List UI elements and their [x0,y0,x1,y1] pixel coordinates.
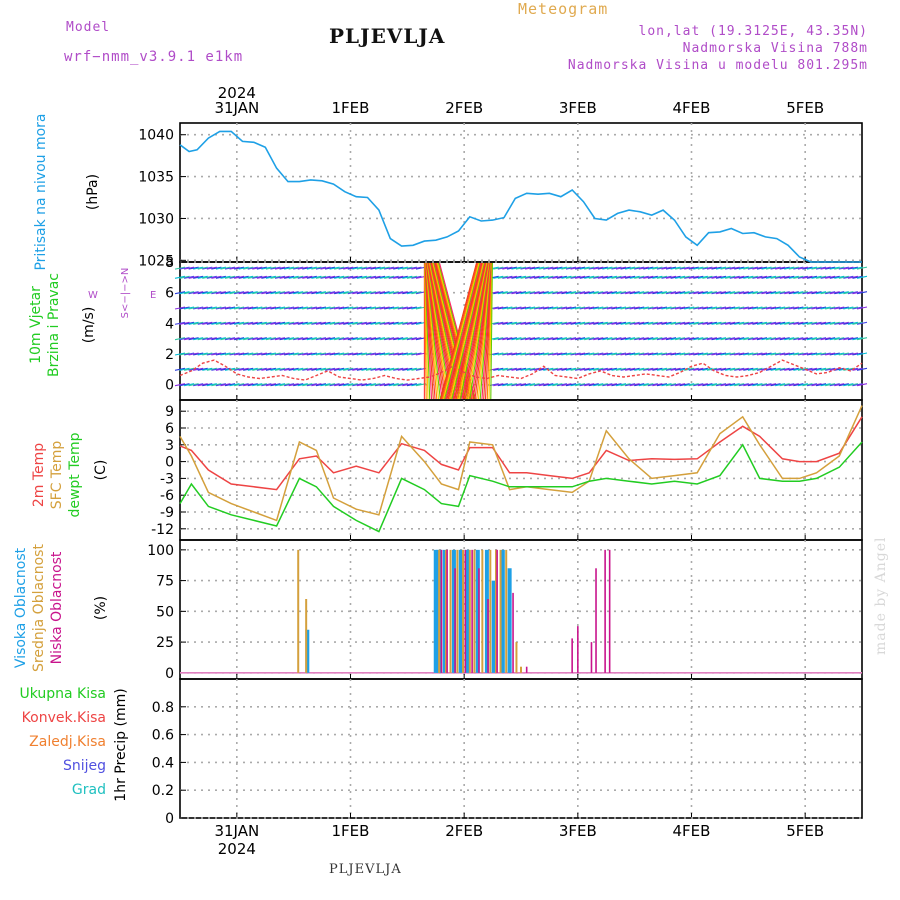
temp-axis-label: 2m Temp SFC Temp dewpt Temp [31,432,83,517]
panel-frame [179,122,863,263]
cloud-axis-label: Visoka Oblacnost Srednja Oblacnost Niska O… [13,544,65,672]
date-label-top: 4FEB [673,99,711,117]
wind-compass: S<−|−>N [120,268,131,319]
y-tick-label: 6 [165,286,174,302]
y-tick-label: 1035 [138,170,174,186]
precip-legend-item: Ukupna Kisa [19,686,106,702]
date-label-top: 3FEB [559,99,597,117]
y-tick-label: 0 [165,666,174,682]
y-tick-label: 1030 [138,211,174,227]
pressure-axis-label: Pritisak na nivou mora [33,113,49,270]
y-tick-label: 1040 [138,128,174,144]
date-label-top: 2FEB [445,99,483,117]
panel-frame [179,399,863,541]
page-title: PLJEVLJA [329,24,446,48]
meteogram-label: Meteogram [518,0,609,18]
compass-text: S<−|−>N [120,268,131,319]
temp-line-sfc [179,405,863,522]
elevation-model-label: Nadmorska Visina u modelu 801.295m [567,58,868,73]
y-tick-label: 0.8 [152,700,174,716]
axis-label-line: SFC Temp [49,441,65,510]
axis-label-line: Brzina i Pravac [46,273,62,377]
compass-east: E [150,290,156,301]
y-tick-label: 0 [165,811,174,827]
y-tick-label: 25 [156,635,174,651]
axis-label-line: Visoka Oblacnost [13,547,29,668]
y-tick-label: 100 [147,543,174,559]
axis-label-line: (%) [93,596,109,620]
panel-frame [179,539,863,680]
year-label-top: 2024 [218,84,256,102]
date-label-bottom: 5FEB [786,822,824,840]
wind-speed-line [179,359,863,381]
pressure-unit: (hPa) [85,174,101,210]
precip-legend-item: Konvek.Kisa [22,710,106,726]
axis-label-line: (C) [93,460,109,481]
pressure-line [179,130,862,263]
date-label-top: 31JAN [214,99,259,117]
precip-legend-item: Grad [72,782,106,798]
date-label-top: 1FEB [332,99,370,117]
axis-label-line: Pritisak na nivou mora [33,113,49,270]
elevation-label: Nadmorska Visina 788m [682,41,868,56]
y-tick-label: 0.2 [152,783,174,799]
wind-unit: (m/s) [81,307,97,344]
year-label-bottom: 2024 [218,840,256,858]
date-label-bottom: 4FEB [673,822,711,840]
axis-label-line: dewpt Temp [67,432,83,517]
lonlat-label: lon,lat (19.3125E, 43.35N) [638,24,868,39]
footer-station: PLJEVLJA [329,862,402,877]
panel-frame [179,678,863,819]
y-tick-label: 3 [165,438,174,454]
date-label-top: 5FEB [786,99,824,117]
precip-legend-item: Snijeg [63,758,106,774]
axis-label-line: (hPa) [85,174,101,210]
axis-label-line: 1hr Precip (mm) [113,688,129,801]
precip-axis-label: 1hr Precip (mm) [113,688,129,801]
y-tick-label: -12 [151,522,174,538]
y-tick-label: 0 [165,378,174,394]
y-tick-label: -9 [160,505,174,521]
panel-precip: 0 0.2 0.4 0.6 0.8 [152,678,863,827]
model-name: wrf−nmm_v3.9.1 e1km [64,49,244,65]
y-tick-label: 4 [165,316,174,332]
axis-label-line: 2m Temp [31,443,47,507]
wind-axis-label: 10m Vjetar Brzina i Pravac [28,273,62,377]
date-label-bottom: 3FEB [559,822,597,840]
y-tick-label: -6 [160,488,174,504]
y-tick-label: -3 [160,471,174,487]
date-label-bottom: 2FEB [445,822,483,840]
axis-label-line: (m/s) [81,307,97,344]
axis-label-line: Niska Oblacnost [49,551,65,664]
cloud-unit: (%) [93,596,109,620]
y-tick-label: 0.6 [152,728,174,744]
panel-pressure: 1025 1030 1035 1040 [138,122,863,269]
panel-frame [179,261,863,401]
date-label-bottom: 1FEB [332,822,370,840]
axis-label-line: Srednja Oblacnost [31,544,47,672]
y-tick-label: 2 [165,347,174,363]
y-tick-label: 6 [165,421,174,437]
model-label: Model [66,20,111,35]
y-tick-label: 50 [156,604,174,620]
y-tick-label: 8 [165,255,174,271]
temp-line-dewpt [179,441,863,533]
y-tick-label: 75 [156,574,174,590]
y-tick-label: 1025 [138,253,174,269]
temp-unit: (C) [93,460,109,481]
y-tick-label: 0.4 [152,755,174,771]
precip-legend-item: Zaledj.Kisa [29,734,106,750]
date-label-bottom: 31JAN [214,822,259,840]
y-tick-label: 0 [165,455,174,471]
axis-label-line: 10m Vjetar [28,286,44,364]
y-tick-label: 9 [165,404,174,420]
wind-barb-field [174,262,868,400]
compass-west: W [88,290,98,301]
